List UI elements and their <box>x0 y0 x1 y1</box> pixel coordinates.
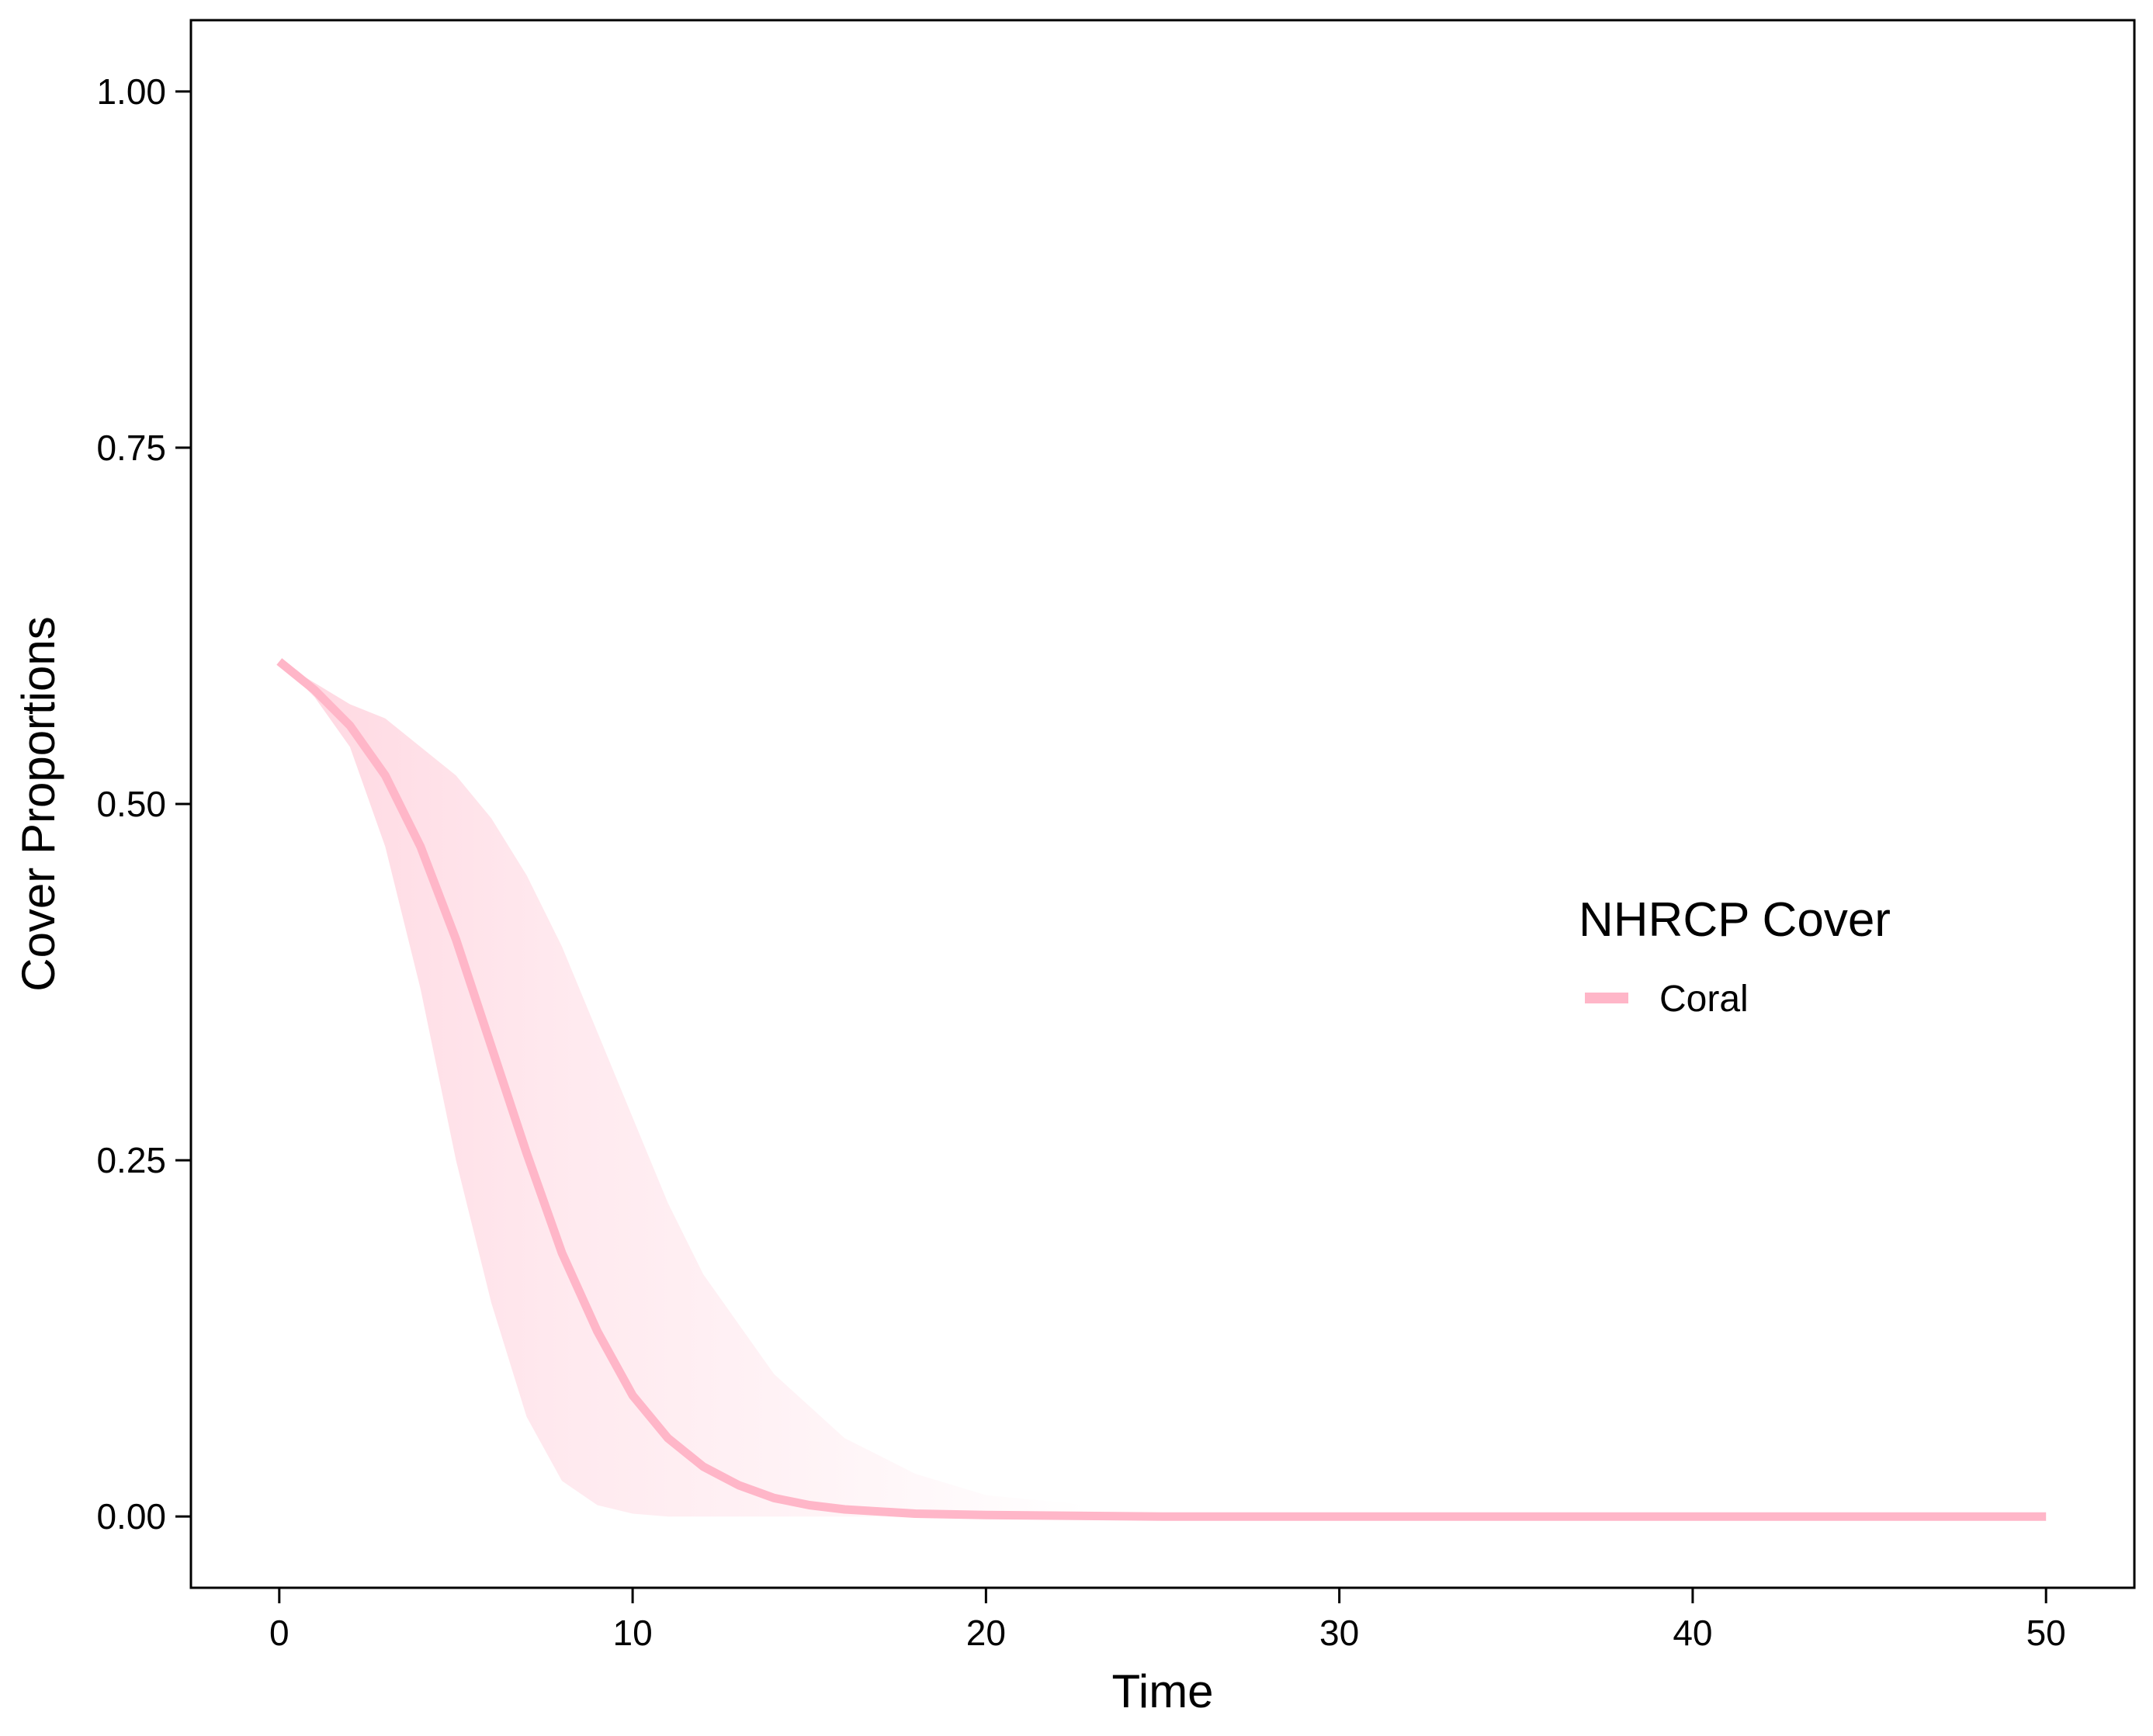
x-tick-label: 50 <box>2026 1613 2066 1653</box>
y-axis-title: Cover Proportions <box>12 616 64 992</box>
x-axis: 0 10 20 30 40 50 <box>269 1588 2066 1653</box>
y-tick-label: 0.75 <box>96 428 166 468</box>
y-axis: 0.00 0.25 0.50 0.75 1.00 <box>96 71 191 1537</box>
x-tick-label: 40 <box>1673 1613 1712 1653</box>
y-tick-label: 0.00 <box>96 1496 166 1537</box>
x-tick-label: 20 <box>966 1613 1006 1653</box>
y-tick-label: 0.50 <box>96 784 166 824</box>
x-tick-label: 10 <box>613 1613 653 1653</box>
legend-title: NHRCP Cover <box>1579 893 1891 947</box>
legend-label-coral: Coral <box>1659 979 1749 1020</box>
x-tick-label: 0 <box>269 1613 289 1653</box>
series-layer <box>276 658 2047 1521</box>
y-tick-label: 0.25 <box>96 1140 166 1180</box>
x-axis-title: Time <box>1111 1665 1213 1717</box>
legend: NHRCP Cover Coral <box>1579 893 1891 1020</box>
uncertainty-band-layer <box>279 661 2047 1517</box>
x-tick-label: 30 <box>1319 1613 1359 1653</box>
uncertainty-band <box>279 661 2047 1517</box>
y-tick-label: 1.00 <box>96 71 166 112</box>
series-line-coral <box>276 658 2047 1521</box>
plot-panel-border <box>189 19 2136 1589</box>
